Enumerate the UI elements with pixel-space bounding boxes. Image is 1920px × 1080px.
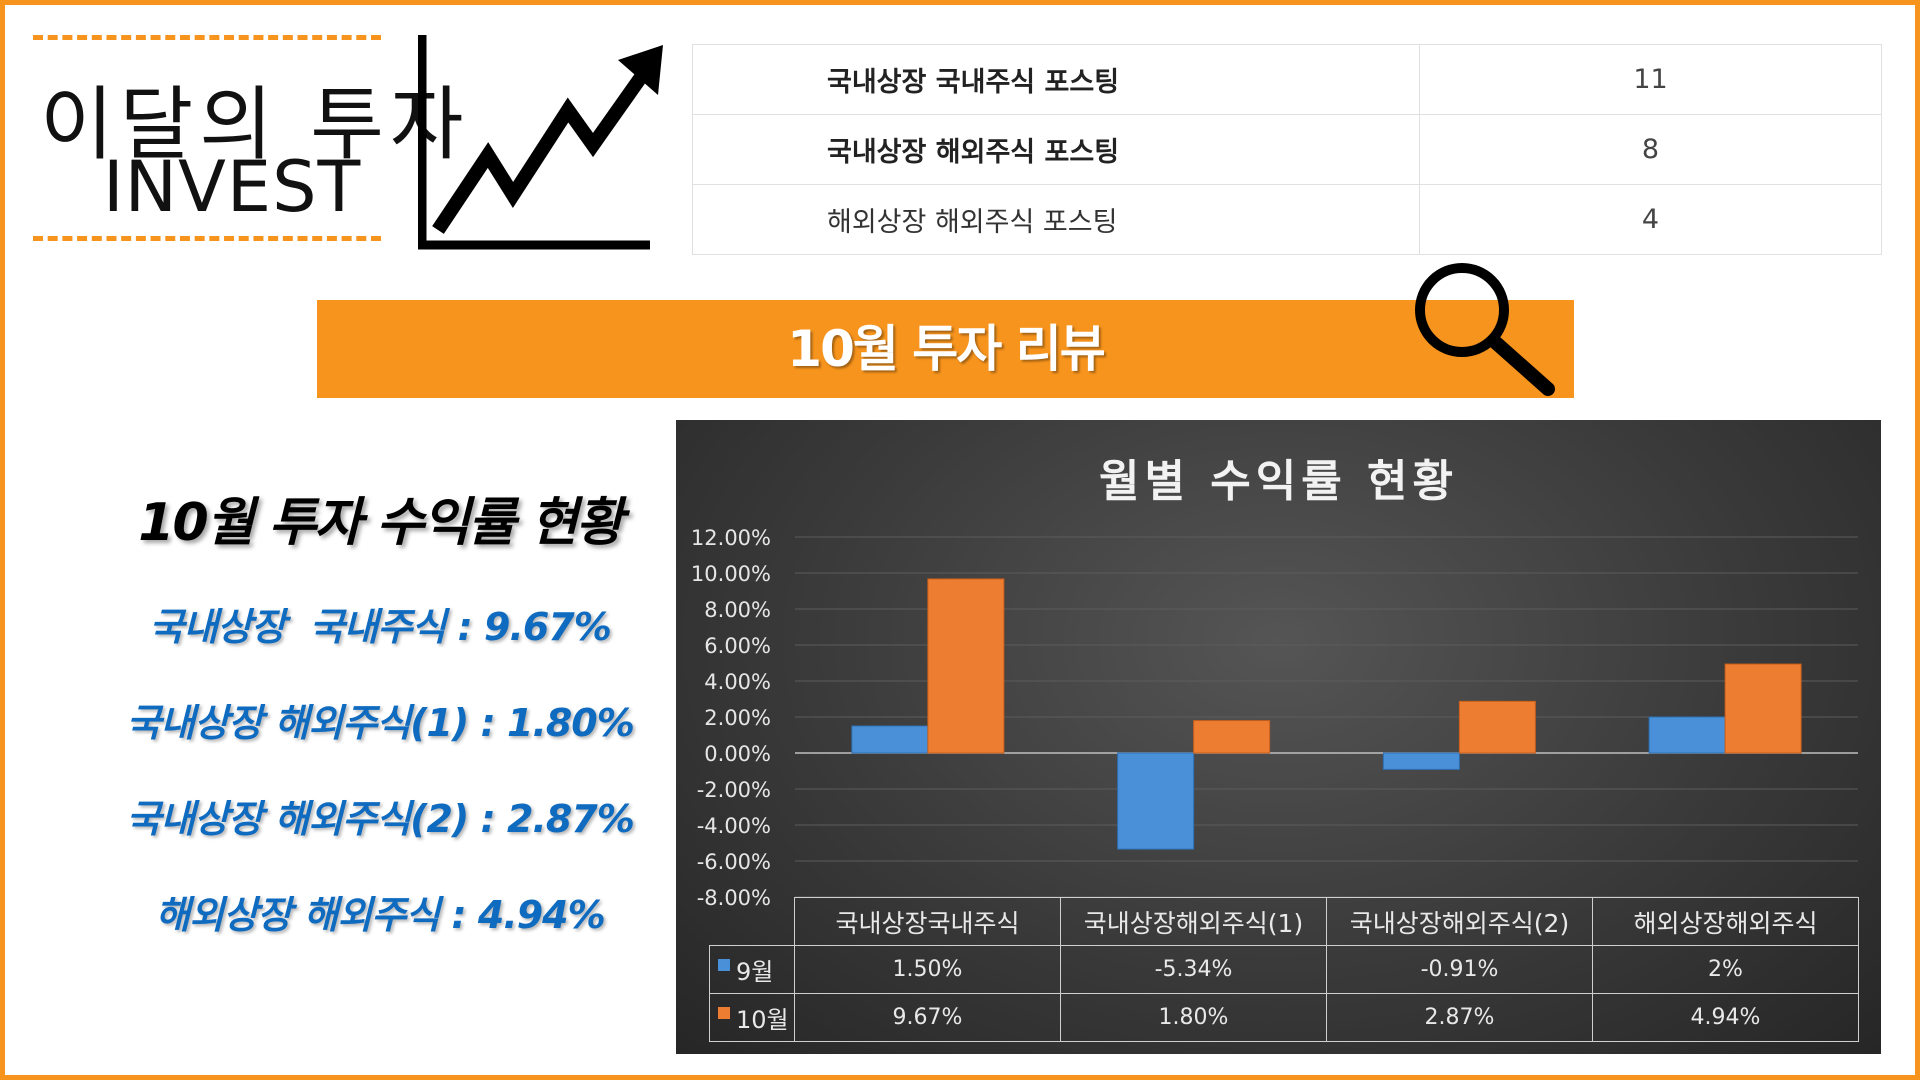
- y-tick-label: 0.00%: [704, 742, 771, 766]
- y-tick-label: -2.00%: [697, 778, 771, 802]
- y-tick-label: 4.00%: [704, 670, 771, 694]
- y-tick-label: -6.00%: [697, 850, 771, 874]
- table-row: 해외상장 해외주식 포스팅 4: [692, 184, 1882, 255]
- stats-value: 8: [1419, 114, 1882, 185]
- stats-value: 4: [1419, 184, 1882, 255]
- legend-sep: 9월: [709, 945, 795, 994]
- legend-swatch-oct: [718, 1007, 730, 1019]
- bar-chart: 12.00% 10.00% 8.00% 6.00% 4.00% 2.00% 0.00% -2.…: [691, 526, 1858, 910]
- category-header: 국내상장해외주식(2): [1326, 897, 1593, 946]
- bar-oct: [1193, 720, 1271, 754]
- y-tick-label: 10.00%: [691, 562, 771, 586]
- category-header: 국내상장국내주식: [794, 897, 1061, 946]
- logo-bottom-dash: [33, 236, 381, 241]
- chart-data-table: 국내상장국내주식 국내상장해외주식(1) 국내상장해외주식(2) 해외상장해외주…: [709, 897, 1859, 1042]
- legend-swatch-sep: [718, 959, 730, 971]
- stats-value: 11: [1419, 44, 1882, 115]
- category-header: 해외상장해외주식: [1592, 897, 1859, 946]
- y-tick-label: 8.00%: [704, 598, 771, 622]
- summary-line: 국내상장 해외주식(2) : 2.87%: [126, 797, 635, 841]
- logo-top-dash: [33, 35, 381, 40]
- summary-line: 국내상장 국내주식 : 9.67%: [149, 605, 612, 649]
- magnifier-icon: [1415, 263, 1555, 396]
- table-cell: -0.91%: [1326, 945, 1593, 994]
- legend-label: 9월: [736, 958, 774, 986]
- category-header: 국내상장해외주식(1): [1060, 897, 1327, 946]
- summary-line: 국내상장 해외주식(1) : 1.80%: [126, 701, 635, 745]
- chart-panel: 월별 수익률 현황 12.00% 10.00% 8.00% 6.00% 4.00% 2.0…: [676, 420, 1881, 1054]
- y-tick-label: 2.00%: [704, 706, 771, 730]
- table-cell: 1.80%: [1060, 993, 1327, 1042]
- legend-label: 10월: [736, 1006, 789, 1034]
- legend-oct: 10월: [709, 993, 795, 1042]
- logo-title-kr: 이달의 투자: [40, 78, 470, 171]
- stats-label: 국내상장 해외주식 포스팅: [692, 114, 1420, 185]
- trend-chart-icon: [418, 35, 663, 250]
- table-cell: 2.87%: [1326, 993, 1593, 1042]
- table-corner: [710, 898, 795, 946]
- y-tick-label: -4.00%: [697, 814, 771, 838]
- y-tick-label: 12.00%: [691, 526, 771, 550]
- table-row: 국내상장 국내주식 포스팅 11: [692, 44, 1882, 115]
- table-cell: 9.67%: [794, 993, 1061, 1042]
- summary-title: 10월 투자 수익률 현황: [138, 493, 623, 553]
- table-row: 10월 9.67% 1.80% 2.87% 4.94%: [709, 993, 1859, 1042]
- posting-stats-table: 국내상장 국내주식 포스팅 11 국내상장 해외주식 포스팅 8 해외상장 해외…: [692, 44, 1882, 255]
- table-cell: -5.34%: [1060, 945, 1327, 994]
- bar-oct: [927, 578, 1005, 754]
- table-cell: 1.50%: [794, 945, 1061, 994]
- table-cell: 2%: [1592, 945, 1859, 994]
- stats-label: 해외상장 해외주식 포스팅: [692, 184, 1420, 255]
- chart-title: 월별 수익률 현황: [1099, 456, 1458, 507]
- bar-oct: [1458, 700, 1536, 754]
- stats-label: 국내상장 국내주식 포스팅: [692, 44, 1420, 115]
- bar-sep: [851, 725, 929, 754]
- table-row: 국내상장국내주식 국내상장해외주식(1) 국내상장해외주식(2) 해외상장해외주…: [710, 897, 1859, 946]
- summary-line: 해외상장 해외주식 : 4.94%: [155, 893, 605, 937]
- table-row: 국내상장 해외주식 포스팅 8: [692, 114, 1882, 185]
- y-tick-label: 6.00%: [704, 634, 771, 658]
- table-cell: 4.94%: [1592, 993, 1859, 1042]
- table-row: 9월 1.50% -5.34% -0.91% 2%: [709, 945, 1859, 994]
- bar-sep: [1117, 752, 1195, 850]
- y-tick-label: -8.00%: [697, 886, 771, 910]
- review-banner: 10월 투자 리뷰: [317, 300, 1574, 398]
- bar-sep: [1382, 752, 1460, 770]
- review-banner-text: 10월 투자 리뷰: [787, 320, 1105, 378]
- bar-oct: [1724, 663, 1802, 754]
- logo-title-en: INVEST: [103, 146, 362, 228]
- bar-sep: [1648, 716, 1726, 754]
